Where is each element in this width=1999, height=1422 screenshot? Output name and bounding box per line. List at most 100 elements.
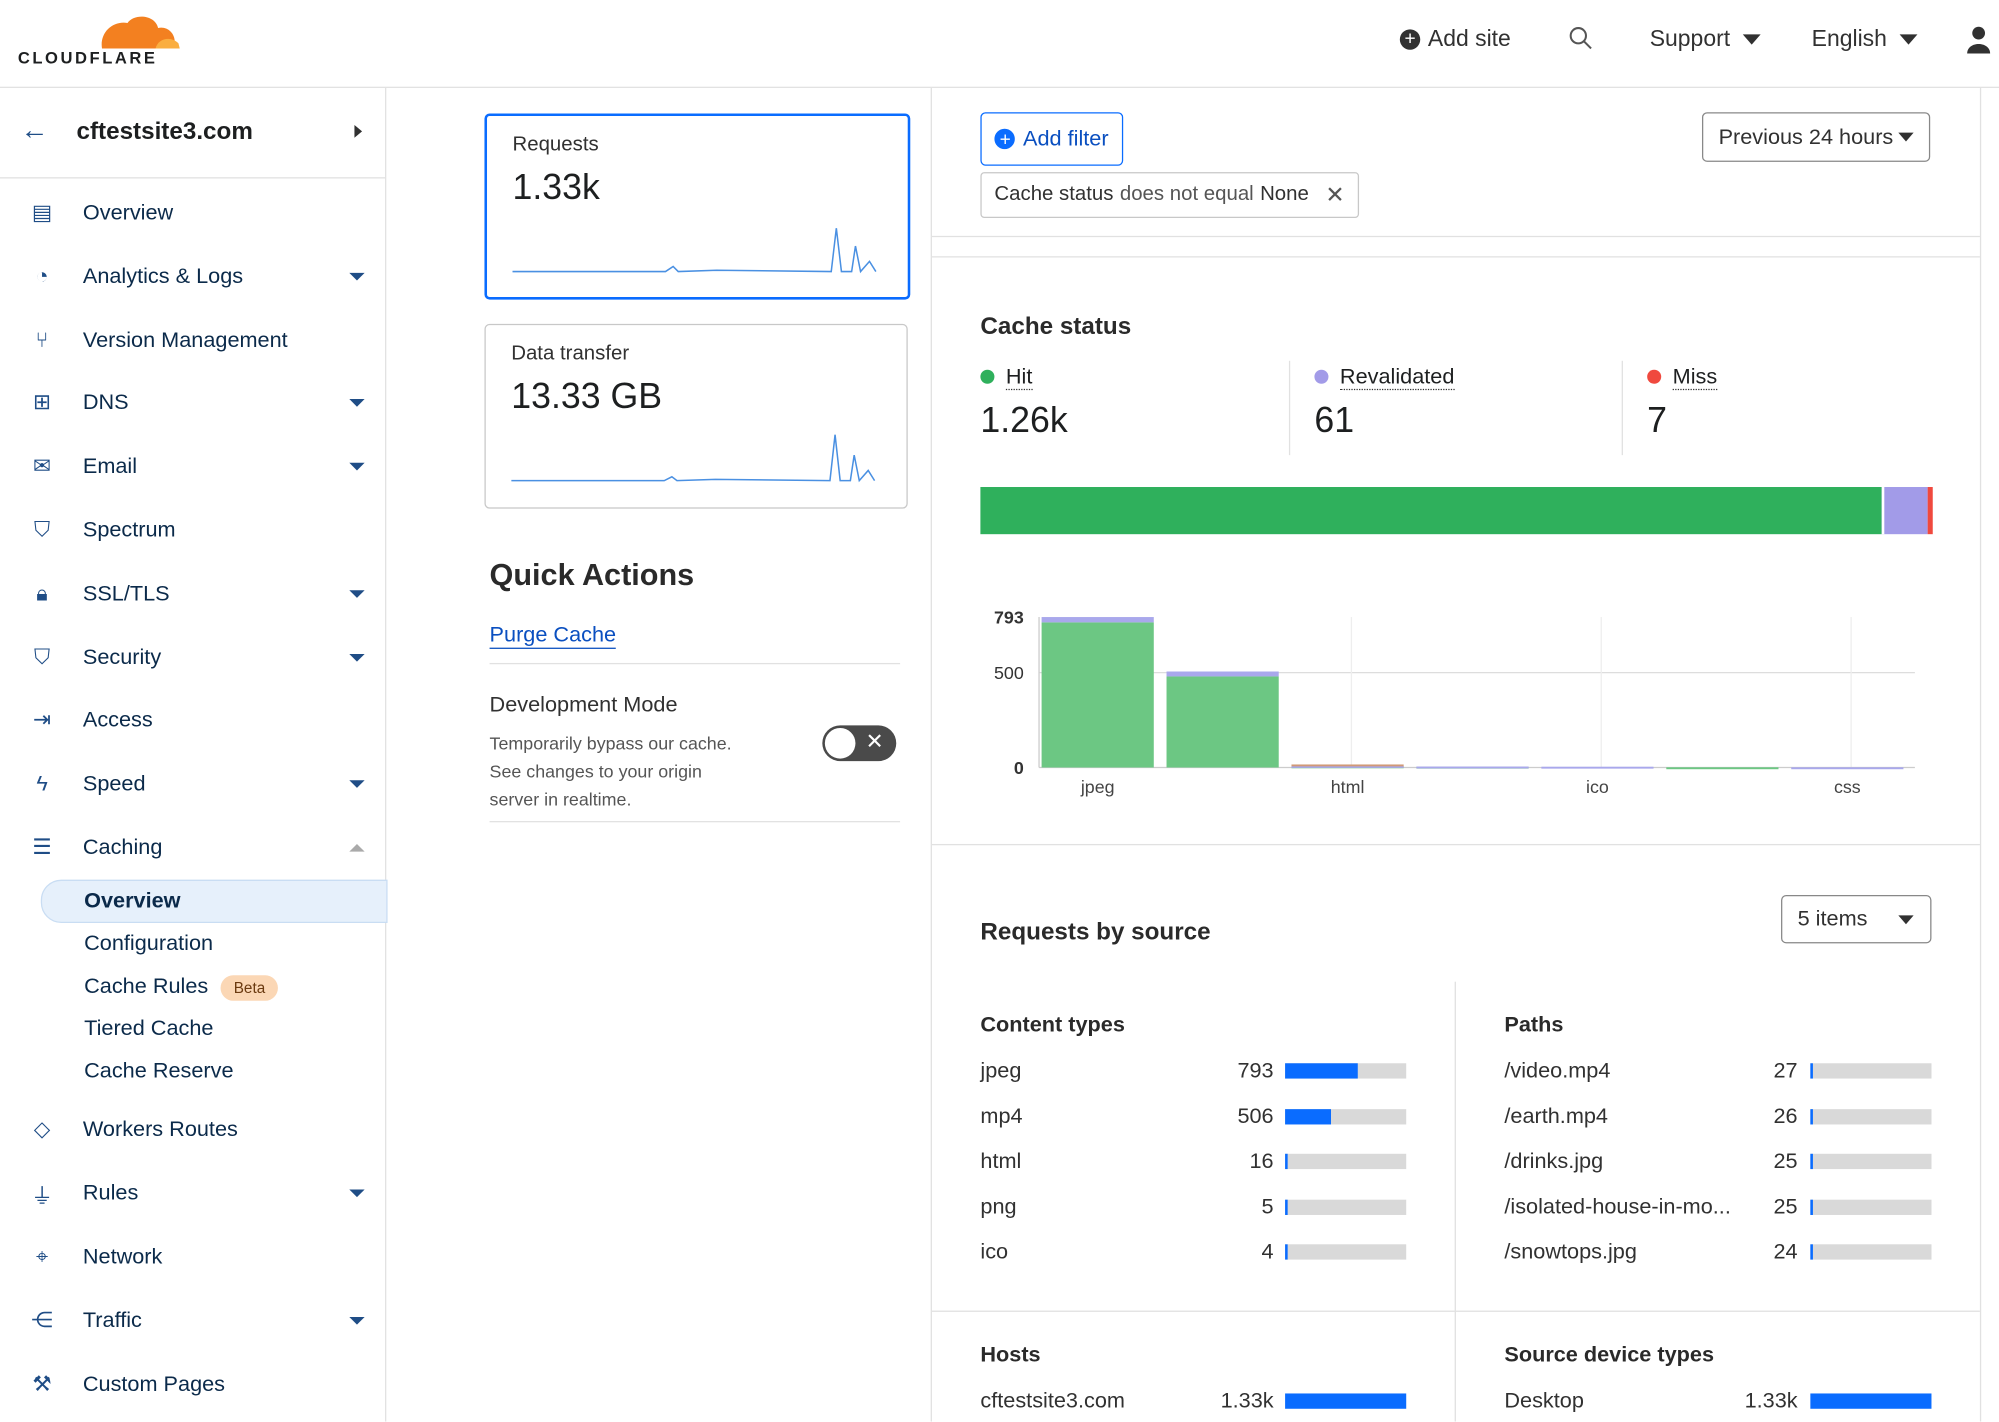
sidebar-item-access[interactable]: ⇥ Access (0, 695, 385, 746)
table-row[interactable]: /earth.mp4 26 (1504, 1103, 1932, 1128)
sidebar-item-email[interactable]: ✉ Email (0, 441, 385, 492)
user-icon (1967, 26, 1991, 54)
table-row[interactable]: /isolated-house-in-mo... 25 (1504, 1194, 1932, 1219)
user-menu-button[interactable] (1966, 25, 1991, 54)
row-name: mp4 (980, 1103, 1023, 1128)
bar-ico-1[interactable] (1541, 766, 1654, 769)
purge-cache-link[interactable]: Purge Cache (489, 622, 617, 649)
row-name: /video.mp4 (1504, 1058, 1611, 1083)
lock-icon: 🔒︎ (36, 581, 48, 606)
sidebar-item-label: SSL/TLS (82, 581, 170, 606)
sidebar-item-network[interactable]: ⌖ Network (0, 1232, 385, 1283)
sidebar-item-dns[interactable]: ⊞ DNS (0, 378, 385, 429)
time-range-label: Previous 24 hours (1718, 124, 1894, 149)
table-row[interactable]: Desktop 1.33k (1504, 1388, 1932, 1413)
table-row[interactable]: html 16 (980, 1149, 1407, 1174)
row-count: 24 (1773, 1239, 1798, 1264)
cache-bar-segment-revalidated (1881, 487, 1928, 535)
table-row[interactable]: /snowtops.jpg 24 (1504, 1239, 1932, 1264)
bar-html-2[interactable] (1291, 764, 1404, 767)
bar-css-1[interactable] (1791, 767, 1904, 770)
bar-png-1[interactable] (1416, 766, 1529, 769)
data-transfer-card[interactable]: Data transfer 13.33 GB (484, 323, 908, 509)
stat-label[interactable]: Revalidated (1339, 364, 1455, 391)
language-dropdown[interactable]: English (1812, 25, 1918, 52)
sidebar-item-caching[interactable]: ☰ Caching (0, 822, 385, 873)
dev-mode-description: Temporarily bypass our cache. See change… (490, 729, 732, 813)
sidebar-item-custom-pages[interactable]: ⚒ Custom Pages (0, 1359, 385, 1410)
stat-label[interactable]: Miss (1672, 364, 1718, 391)
stat-value: 61 (1314, 400, 1355, 440)
sidebar-subitem-configuration[interactable]: Configuration (84, 931, 213, 956)
divider (931, 235, 1980, 238)
device-types-title: Source device types (1504, 1342, 1715, 1367)
site-selector[interactable]: ← cftestsite3.com (0, 88, 386, 179)
sidebar-item-ssl-tls[interactable]: 🔒︎ SSL/TLS (0, 568, 385, 619)
row-count: 5 (1261, 1193, 1274, 1219)
dev-mode-title: Development Mode (489, 692, 678, 717)
plus-circle-icon: + (994, 128, 1016, 150)
site-name: cftestsite3.com (76, 118, 253, 146)
row-name: /isolated-house-in-mo... (1504, 1193, 1731, 1219)
search-button[interactable] (1568, 25, 1593, 50)
row-bar (1810, 1199, 1932, 1215)
table-row[interactable]: png 5 (980, 1194, 1407, 1219)
time-range-select[interactable]: Previous 24 hours (1701, 112, 1931, 162)
cloudflare-logo[interactable]: CLOUDFLARE (18, 8, 184, 69)
add-filter-button[interactable]: + Add filter (980, 112, 1124, 166)
bar-mp4-1[interactable] (1166, 671, 1279, 677)
caret-down-icon (349, 590, 365, 598)
cache-bar-segment-miss (1927, 487, 1933, 535)
sidebar-item-rules[interactable]: ⏚ Rules (0, 1168, 385, 1219)
sidebar-item-label: Security (82, 644, 162, 669)
requests-card[interactable]: Requests 1.33k (484, 113, 911, 300)
items-count-select[interactable]: 5 items (1781, 894, 1932, 944)
table-row[interactable]: /drinks.jpg 25 (1504, 1149, 1932, 1174)
bar-jpeg-1[interactable] (1041, 617, 1154, 623)
y-tick-label: 0 (1014, 758, 1024, 778)
x-tick-label: ico (1586, 777, 1609, 797)
support-dropdown[interactable]: Support (1650, 25, 1761, 52)
sidebar-item-version-management[interactable]: ⑂ Version Management (0, 314, 385, 365)
sidebar-subitem-overview[interactable]: Overview (84, 889, 180, 914)
sidebar-item-analytics-logs[interactable]: ◔ Analytics & Logs (0, 251, 385, 302)
sidebar-subitem-cache-rules[interactable]: Cache Rules Beta (84, 974, 278, 1001)
sidebar-item-spectrum[interactable]: ⛉ Spectrum (0, 505, 385, 556)
row-bar-fill (1285, 1153, 1288, 1170)
table-row[interactable]: ico 4 (980, 1239, 1407, 1264)
row-name: /earth.mp4 (1504, 1103, 1608, 1128)
sidebar-item-traffic[interactable]: ⋲ Traffic (0, 1295, 385, 1346)
bar-other-0[interactable] (1666, 767, 1779, 770)
table-row[interactable]: /video.mp4 27 (1504, 1058, 1932, 1083)
bar-jpeg-0[interactable] (1041, 622, 1154, 768)
back-arrow-icon[interactable]: ← (20, 113, 49, 146)
caret-down-icon (349, 653, 365, 662)
row-name: jpeg (980, 1058, 1022, 1083)
stat-label[interactable]: Hit (1005, 364, 1033, 391)
add-site-button[interactable]: + Add site (1399, 25, 1511, 52)
table-row[interactable]: cftestsite3.com 1.33k (980, 1388, 1407, 1413)
sidebar-item-label: Rules (82, 1180, 139, 1205)
caret-right-icon (354, 124, 363, 138)
close-icon[interactable]: ✕ (1325, 181, 1345, 208)
sidebar-item-workers-routes[interactable]: ◇ Workers Routes (0, 1104, 385, 1155)
data-transfer-sparkline (511, 434, 876, 483)
dev-mode-toggle[interactable]: ✕ (822, 725, 897, 762)
x-tick-label: html (1331, 777, 1365, 797)
sidebar-subitem-tiered-cache[interactable]: Tiered Cache (84, 1016, 213, 1041)
sidebar-item-overview[interactable]: ▤ Overview (0, 187, 385, 238)
row-bar-fill (1810, 1108, 1813, 1124)
active-filter-chip[interactable]: Cache status does not equal None ✕ (980, 172, 1359, 219)
x-tick-label: css (1834, 777, 1861, 797)
row-name: png (980, 1193, 1017, 1219)
bar-html-1[interactable] (1291, 765, 1404, 768)
sidebar-item-speed[interactable]: ϟ Speed (0, 759, 385, 810)
document-icon: ▤ (31, 200, 53, 225)
y-tick-label: 500 (994, 663, 1024, 683)
table-row[interactable]: jpeg 793 (980, 1058, 1407, 1083)
sidebar-subitem-cache-reserve[interactable]: Cache Reserve (84, 1058, 233, 1083)
table-row[interactable]: mp4 506 (980, 1103, 1407, 1128)
sidebar-item-security[interactable]: ⛉ Security (0, 632, 385, 683)
bar-mp4-0[interactable] (1166, 676, 1279, 768)
shield-gear-icon: ⛉ (33, 517, 51, 542)
